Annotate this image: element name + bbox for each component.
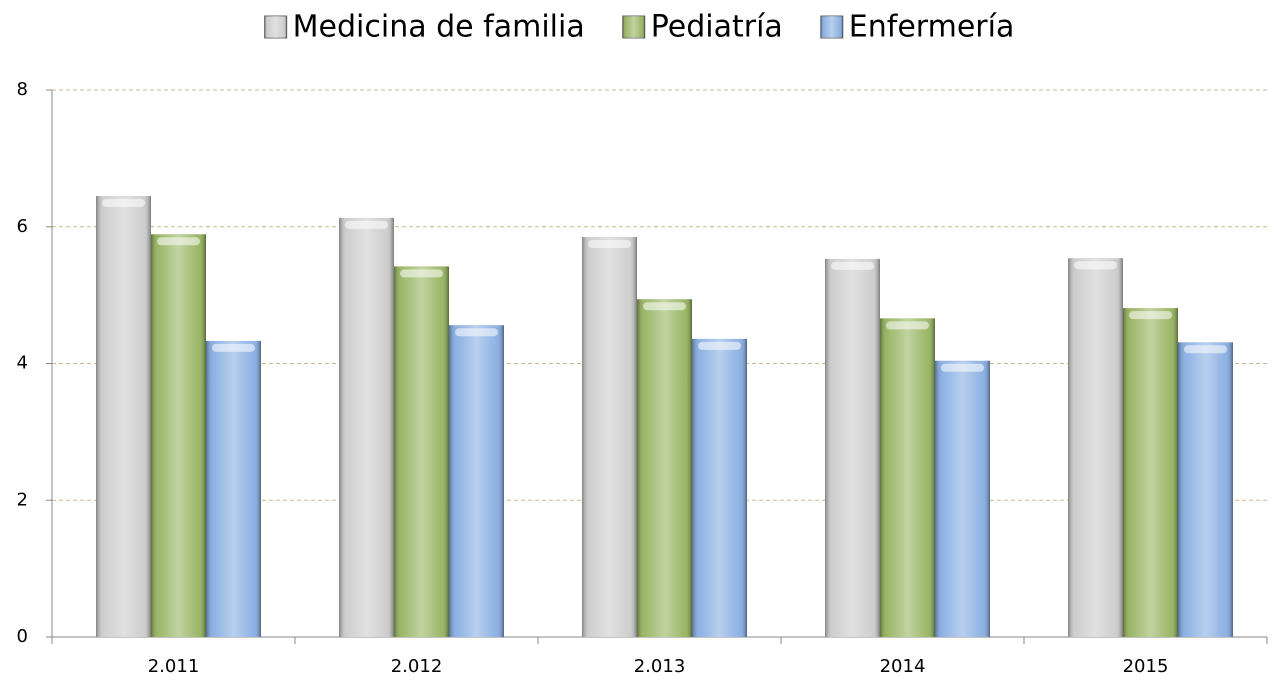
bar-shine [96,195,151,637]
bar-shine [206,340,261,637]
x-tick-label: 2.011 [148,656,200,677]
bar-cap [588,240,631,249]
bar-cap [643,302,686,311]
x-tick-label: 2014 [880,656,926,677]
legend-swatch-shine [264,16,287,38]
bar-shine [394,266,449,637]
bar-shine [1178,342,1233,637]
bar-shine [449,325,504,637]
x-tick-label: 2015 [1123,656,1169,677]
x-tick-label: 2.013 [634,656,686,677]
bar-cap [698,341,741,350]
legend-label: Medicina de familia [293,10,585,45]
y-tick-label: 8 [17,79,28,100]
bar-cap [941,363,984,372]
bar-shine [880,318,935,637]
bar-cap [345,220,388,229]
bar-shine [339,217,394,637]
legend-label: Pediatría [651,10,783,45]
legend-swatch-shine [820,16,843,38]
bar-shine [825,258,880,637]
bar-cap [1074,261,1117,270]
bar-cap [1129,311,1172,320]
bar-cap [212,343,255,352]
bar-cap [886,321,929,330]
bar-cap [1184,345,1227,354]
bar-shine [637,299,692,637]
x-tick-label: 2.012 [391,656,443,677]
bar-cap [157,237,200,246]
bar-cap [400,269,443,278]
bar-shine [582,237,637,637]
y-tick-label: 0 [17,626,28,647]
bar-shine [1123,308,1178,637]
legend-swatch-shine [622,16,645,38]
bar-shine [935,360,990,637]
bar-cap [102,198,145,207]
y-tick-label: 2 [17,489,28,510]
legend-label: Enfermería [849,10,1015,45]
bar-shine [151,234,206,638]
y-tick-label: 6 [17,216,28,237]
bar-shine [1068,258,1123,637]
y-tick-label: 4 [17,353,28,374]
bar-shine [692,338,747,637]
bar-cap [831,261,874,270]
bar-cap [455,328,498,337]
